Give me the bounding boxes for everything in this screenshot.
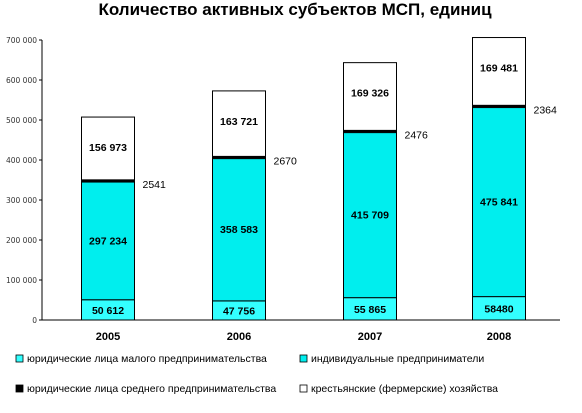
bar-segment [472, 37, 526, 106]
data-label: 415 709 [351, 210, 389, 222]
x-tick-label: 2008 [487, 331, 511, 343]
legend: юридические лица малого предпринимательс… [15, 353, 498, 395]
x-tick-label: 2006 [227, 331, 251, 343]
bar-stack-2007: 55 865 415 709 2476 169 326 2007 [343, 62, 429, 343]
legend-label: крестьянские (фермерские) хозяйства [311, 383, 498, 395]
legend-item: юридические лица среднего предпринимател… [15, 383, 276, 395]
legend-swatch [15, 384, 24, 393]
x-tick-label: 2005 [96, 331, 120, 343]
bar-segment [212, 90, 266, 157]
legend-swatch [299, 384, 308, 393]
data-label: 55 865 [354, 304, 386, 316]
bar-stack-2008: 58480 475 841 2364 169 481 2008 [472, 37, 558, 343]
data-label: 169 481 [480, 63, 518, 75]
y-tick-label: 100 000 [6, 276, 37, 285]
bars: 50 612 297 234 2541 156 973 2005 47 756 358 58… [81, 37, 558, 343]
data-label: 475 841 [480, 196, 518, 208]
data-label: 358 583 [220, 224, 258, 236]
data-label: 2541 [143, 179, 167, 191]
bar-segment [343, 130, 397, 299]
bar-segment [212, 156, 266, 302]
data-label: 58480 [484, 303, 513, 315]
legend-swatch [15, 354, 24, 363]
y-tick-label: 500 000 [6, 116, 37, 125]
data-label: 297 234 [89, 235, 127, 247]
y-tick-label: 200 000 [6, 236, 37, 245]
legend-swatch [299, 354, 308, 363]
data-label: 47 756 [223, 305, 255, 317]
data-label: 50 612 [92, 305, 124, 317]
y-tick-label: 400 000 [6, 156, 37, 165]
legend-label: юридические лица малого предпринимательс… [27, 353, 267, 365]
y-tick-label: 700 000 [6, 36, 37, 45]
data-label: 163 721 [220, 116, 258, 128]
bar-segment [343, 62, 397, 131]
bar-stack-2006: 47 756 358 583 2670 163 721 2006 [212, 90, 298, 343]
bar-segment [81, 116, 135, 181]
data-label: 2476 [405, 129, 429, 141]
bar-segment [472, 105, 526, 298]
legend-item: крестьянские (фермерские) хозяйства [299, 383, 498, 395]
data-label: 156 973 [89, 142, 127, 154]
legend-label: индивидуальные предприниматели [311, 353, 484, 365]
legend-label: юридические лица среднего предпринимател… [27, 383, 276, 395]
data-label: 2364 [534, 104, 558, 116]
data-label: 2670 [274, 155, 298, 167]
y-tick-label: 300 000 [6, 196, 37, 205]
bar-stack-2005: 50 612 297 234 2541 156 973 2005 [81, 116, 167, 343]
legend-item: юридические лица малого предпринимательс… [15, 353, 267, 365]
x-tick-label: 2007 [358, 331, 382, 343]
bar-segment [81, 180, 135, 301]
y-tick-label: 0 [32, 316, 37, 325]
y-tick-label: 600 000 [6, 76, 37, 85]
legend-item: индивидуальные предприниматели [299, 353, 484, 365]
data-label: 169 326 [351, 88, 389, 100]
chart-title: Количество активных субъектов МСП, едини… [98, 0, 492, 19]
